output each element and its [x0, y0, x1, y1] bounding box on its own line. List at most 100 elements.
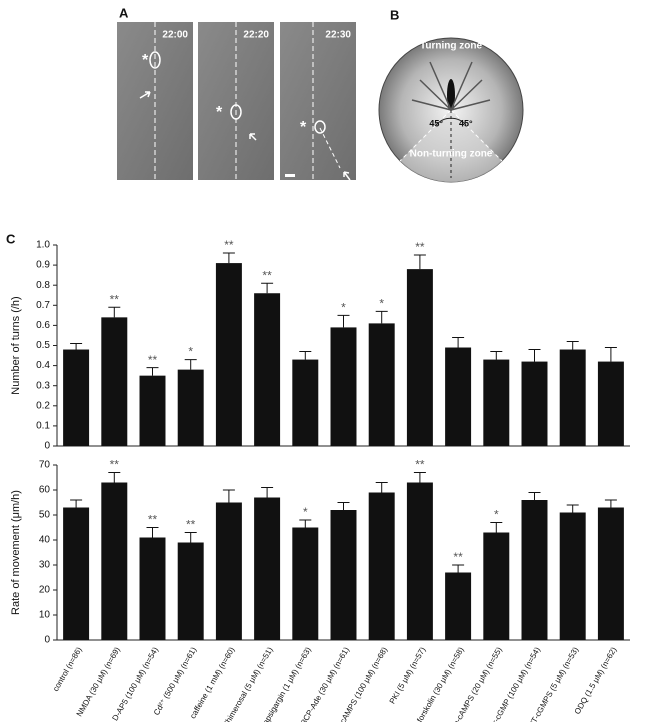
bar: [292, 527, 319, 640]
x-tick-label: Cd²⁺ (500 μM) (n=61): [152, 645, 199, 717]
x-tick-label: NMDA (30 μM) (n=69): [75, 645, 122, 718]
bar: [254, 497, 281, 640]
y-tick-label: 0: [44, 635, 50, 646]
error-bar: [70, 342, 83, 350]
bar: [63, 349, 90, 446]
bar: [368, 323, 395, 446]
significance: **: [453, 550, 463, 564]
error-bar: [146, 367, 159, 376]
y-tick-label: 0.1: [36, 421, 50, 432]
y-tick-label: 10: [39, 610, 51, 621]
y-tick-label: 0.2: [36, 400, 50, 411]
bar: [483, 359, 510, 446]
significance: *: [341, 301, 346, 315]
bar: [368, 492, 395, 640]
error-bar: [413, 472, 426, 483]
x-tick-label: control (n=86): [51, 645, 84, 693]
error-bar: [184, 532, 197, 543]
error-bar: [490, 522, 503, 533]
error-bar: [261, 282, 274, 294]
y-tick-label: 50: [39, 510, 51, 521]
error-bar: [413, 254, 426, 270]
angle-label: 45°: [429, 118, 443, 128]
bar: [445, 572, 472, 640]
significance: **: [262, 268, 272, 282]
panel-label: A: [119, 5, 129, 20]
error-bar: [452, 336, 465, 348]
bar: [330, 327, 357, 446]
significance: **: [224, 238, 234, 252]
significance: *: [494, 508, 499, 522]
bar: [177, 369, 204, 446]
y-tick-label: 1.0: [36, 240, 50, 251]
significance: **: [186, 518, 196, 532]
soma-marker: *: [142, 52, 149, 69]
bar: [215, 263, 242, 446]
error-bar: [604, 499, 617, 508]
significance: **: [415, 240, 425, 254]
soma-marker: *: [216, 104, 223, 121]
error-bar: [184, 359, 197, 370]
error-bar: [222, 489, 235, 503]
bar: [521, 500, 548, 640]
significance: *: [379, 297, 384, 311]
bar: [139, 537, 166, 640]
frame-time: 22:20: [243, 30, 269, 41]
bar: [292, 359, 319, 446]
y-tick-label: 0.7: [36, 300, 50, 311]
significance: **: [148, 513, 158, 527]
error-bar: [299, 351, 312, 360]
y-tick-label: 0: [44, 441, 50, 452]
error-bar: [375, 482, 388, 493]
y-tick-label: 60: [39, 485, 51, 496]
bar: [521, 361, 548, 446]
bar: [215, 502, 242, 640]
error-bar: [337, 314, 350, 328]
bar: [330, 510, 357, 640]
error-bar: [337, 502, 350, 510]
zone-label: Non-turning zone: [410, 149, 493, 160]
significance: **: [415, 458, 425, 472]
error-bar: [604, 347, 617, 362]
zone-label: Turning zone: [420, 41, 482, 52]
y-axis-label: Number of turns (/h): [10, 296, 22, 394]
significance: **: [148, 353, 158, 367]
micrograph: 22:30 *: [280, 22, 356, 181]
frame-time: 22:30: [325, 30, 351, 41]
bar: [139, 375, 166, 446]
bar: [483, 532, 510, 640]
bar: [559, 349, 586, 446]
y-tick-label: 0.9: [36, 260, 50, 271]
error-bar: [528, 349, 541, 362]
bar: [406, 482, 433, 640]
y-tick-label: 30: [39, 560, 51, 571]
error-bar: [490, 351, 503, 360]
micrograph: 22:00 *: [117, 22, 193, 180]
significance: **: [110, 292, 120, 306]
bar: [254, 293, 281, 446]
bar: [597, 507, 624, 640]
y-tick-label: 40: [39, 535, 51, 546]
error-bar: [452, 564, 465, 573]
error-bar: [108, 472, 121, 483]
y-tick-label: 0.3: [36, 380, 50, 391]
error-bar: [528, 492, 541, 500]
micrograph: 22:20 *: [198, 22, 274, 180]
x-tick-label: Rp-pCPT-cGMPS (5 μM) (n=53): [515, 645, 580, 722]
bar: [445, 347, 472, 446]
y-tick-label: 70: [39, 460, 51, 471]
significance: *: [188, 345, 193, 359]
bar: [597, 361, 624, 446]
x-tick-label: PKI (5 μM) (n=57): [388, 645, 428, 705]
y-tick-label: 0.5: [36, 340, 50, 351]
error-bar: [566, 340, 579, 350]
soma-marker: *: [300, 119, 307, 136]
y-tick-label: 0.4: [36, 360, 50, 371]
bar: [177, 542, 204, 640]
angle-label: 45°: [459, 118, 473, 128]
bar: [101, 482, 128, 640]
error-bar: [70, 499, 83, 508]
error-bar: [375, 310, 388, 324]
y-tick-label: 20: [39, 585, 51, 596]
